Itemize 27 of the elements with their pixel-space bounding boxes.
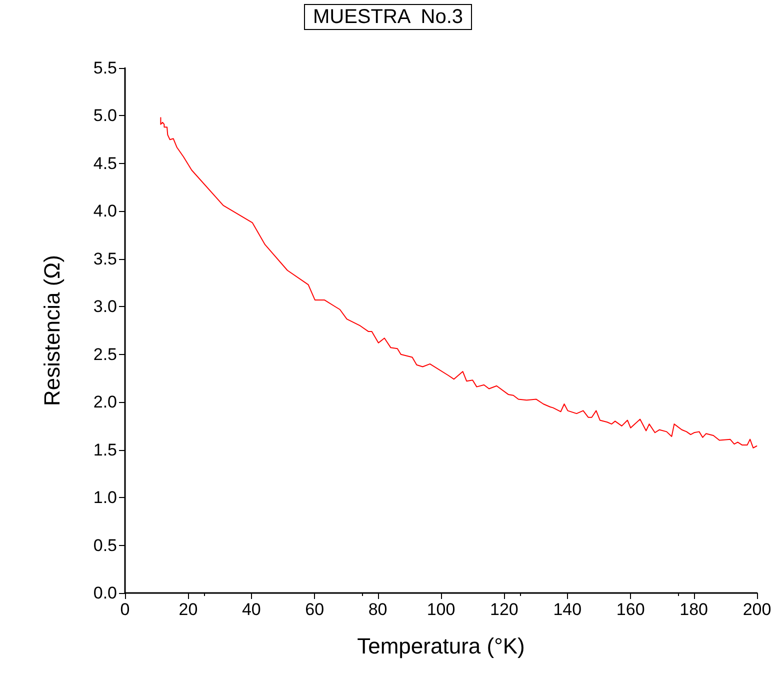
y-tick-label: 4.0 — [93, 202, 117, 221]
x-tick-label: 180 — [680, 600, 708, 619]
x-tick-label: 80 — [368, 600, 388, 619]
x-tick-label: 140 — [553, 600, 582, 619]
y-tick-label: 1.5 — [93, 440, 117, 460]
x-tick-label: 160 — [616, 600, 645, 619]
line-series — [160, 117, 758, 448]
y-tick-label: 3.5 — [93, 249, 117, 268]
x-tick-label: 20 — [178, 600, 198, 619]
y-tick-label: 1.0 — [93, 488, 117, 508]
y-tick-label: 2.0 — [93, 392, 117, 412]
x-tick-label: 0 — [120, 600, 130, 619]
x-tick-label: 100 — [426, 600, 456, 619]
x-tick-label: 200 — [742, 600, 772, 619]
x-tick-label: 120 — [490, 600, 518, 619]
chart-title: MUESTRA No.3 — [312, 6, 464, 28]
y-tick-label: 0.0 — [93, 584, 117, 602]
y-axis-title: Resistencia (Ω) — [40, 255, 64, 406]
x-tick-label: 60 — [305, 600, 324, 619]
y-tick-label: 2.5 — [93, 344, 117, 364]
x-tick-label: 40 — [242, 600, 261, 619]
x-axis-title: Temperatura (°K) — [357, 634, 525, 658]
y-tick-label: 5.5 — [93, 58, 117, 78]
y-tick-label: 4.5 — [93, 154, 117, 173]
y-tick-label: 0.5 — [93, 536, 117, 555]
y-tick-label: 3.0 — [93, 297, 117, 316]
y-tick-label: 5.0 — [93, 106, 117, 126]
